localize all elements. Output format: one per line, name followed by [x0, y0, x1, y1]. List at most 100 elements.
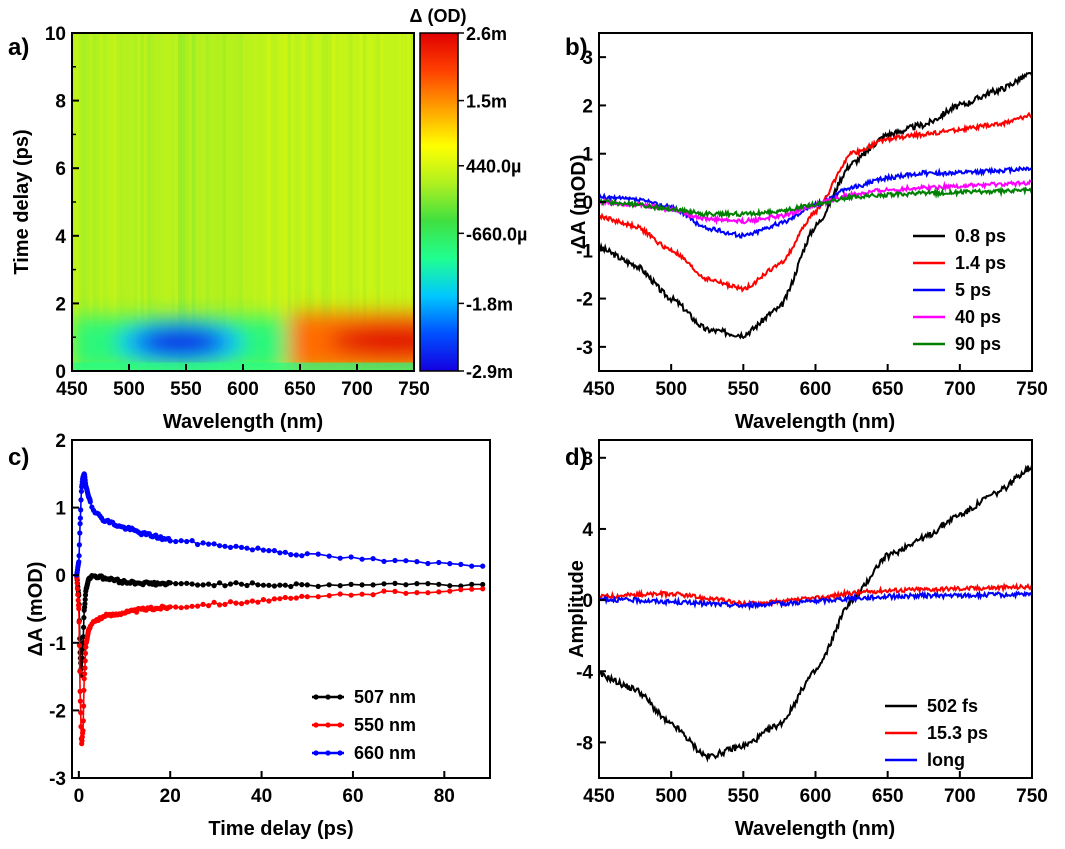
heatmap-streak	[208, 33, 213, 371]
panel-a-letter: a)	[8, 34, 29, 61]
panel-c-xlabel: Time delay (ps)	[208, 818, 353, 840]
panel-c-point	[76, 553, 82, 559]
panel-c-point	[293, 595, 299, 601]
heatmap-streak	[256, 33, 261, 371]
heatmap-streak	[294, 33, 299, 371]
heatmap-streak	[390, 33, 394, 371]
panel-c-point	[178, 538, 184, 544]
heatmap-streak	[290, 33, 295, 371]
panel-b-ylabel: ΔA (mOD)	[568, 155, 590, 250]
panel-c-point	[436, 581, 442, 587]
panel-c-point	[266, 582, 272, 588]
panel-c-point	[211, 541, 217, 547]
heatmap-streak	[198, 33, 203, 371]
panel-b-series-line	[599, 165, 1032, 239]
panel-b-legend-label: 0.8 ps	[955, 226, 1006, 246]
panel-d-xtick-label: 700	[944, 786, 976, 807]
heatmap-streak	[280, 33, 285, 371]
panel-d-series-line	[599, 589, 1032, 612]
heatmap-streak	[232, 33, 237, 371]
panel-c-point	[414, 559, 420, 565]
heatmap-streak	[321, 33, 326, 371]
panel-c-point	[178, 581, 184, 587]
panel-c-point	[370, 592, 376, 598]
panel-c-point	[184, 580, 190, 586]
heatmap-streak	[239, 33, 244, 371]
panel-c-legend-marker	[337, 750, 343, 756]
panel-c-point	[277, 582, 283, 588]
panel-c-point	[195, 603, 201, 609]
panel-c-legend-label: 660 nm	[354, 743, 416, 763]
panel-c-point	[381, 588, 387, 594]
heatmap-streak	[407, 33, 412, 371]
heatmap-streak	[304, 33, 309, 371]
panel-c-point	[81, 687, 87, 693]
panel-d-legend-label: 502 fs	[927, 696, 978, 716]
heatmap-streak	[352, 33, 357, 371]
heatmap-streak	[342, 33, 347, 371]
heatmap-streak	[178, 33, 182, 371]
panel-b-ytick-label: -1	[576, 241, 593, 262]
panel-c-point	[75, 597, 81, 604]
heatmap-area	[72, 33, 414, 371]
heatmap-streak	[188, 33, 193, 371]
heatmap-streak	[277, 33, 282, 371]
panel-c-point	[189, 603, 195, 609]
panel-c-point	[206, 541, 212, 547]
heatmap-streak	[140, 33, 145, 371]
panel-c-legend-marker	[325, 750, 331, 756]
panel-b-legend-label: 40 ps	[955, 307, 1001, 327]
panel-c-point	[211, 599, 217, 605]
heatmap-streak	[154, 33, 158, 371]
panel-c-xtick-label: 80	[434, 786, 455, 807]
colorbar-title: Δ (OD)	[410, 6, 467, 26]
panel-c-point	[293, 581, 299, 587]
heatmap-streak	[157, 33, 162, 371]
panel-c-point	[81, 615, 87, 621]
panel-c-point	[315, 594, 321, 600]
heatmap-streak	[106, 33, 111, 371]
panel-c-point	[82, 596, 88, 603]
panel-c-legend-marker	[313, 750, 319, 756]
panel-c-point	[266, 548, 272, 554]
panel-c-point	[222, 543, 228, 549]
heatmap-streak	[119, 33, 124, 371]
panel-c-ytick-label: -1	[49, 634, 66, 655]
panel-d-amplitudes: 450 500 550 600 650 700 750 -8 -4 0 4 8 502 fs 15.3 …	[566, 439, 1048, 840]
panel-c-point	[359, 591, 365, 597]
heatmap-streak	[318, 33, 323, 371]
panel-c-point	[326, 553, 332, 559]
panel-d-legend-label: 15.3 ps	[927, 723, 988, 743]
panel-c-point	[326, 593, 332, 599]
heatmap-streak	[222, 33, 227, 371]
panel-c-xtick-label: 60	[342, 786, 363, 807]
panel-a-ytick-label: 0	[55, 362, 66, 383]
panel-c-point	[260, 582, 266, 588]
panel-b-ytick-label: -2	[576, 290, 593, 311]
panel-c-point	[76, 619, 82, 625]
panel-b-xlabel: Wavelength (nm)	[735, 411, 895, 433]
panel-a-xtick-label: 750	[398, 379, 430, 400]
panel-c-ytick-label: -2	[49, 701, 66, 722]
heatmap-streak	[355, 33, 360, 371]
panel-c-point	[359, 556, 365, 562]
panel-c-point	[244, 582, 250, 589]
panel-d-xtick-label: 600	[800, 786, 832, 807]
panel-a-ytick-label: 2	[55, 294, 66, 315]
heatmap-streak	[345, 33, 350, 371]
panel-d-letter: d)	[565, 444, 588, 471]
panel-c-point	[370, 556, 376, 562]
panel-b-series-line	[599, 71, 1032, 340]
panel-c-legend-marker	[313, 694, 319, 700]
panel-c-ytick-label: 1	[55, 499, 66, 520]
heatmap-streak	[136, 33, 141, 371]
panel-c-point	[299, 553, 305, 559]
panel-c-letter: c)	[8, 444, 29, 471]
panel-c-point	[255, 545, 261, 551]
heatmap-streak	[270, 33, 275, 371]
panel-c-point	[282, 549, 288, 555]
panel-c-point	[76, 606, 82, 612]
heatmap-streak	[167, 33, 172, 371]
panel-c-xtick-label: 0	[74, 786, 85, 807]
panel-c-point	[249, 580, 255, 586]
